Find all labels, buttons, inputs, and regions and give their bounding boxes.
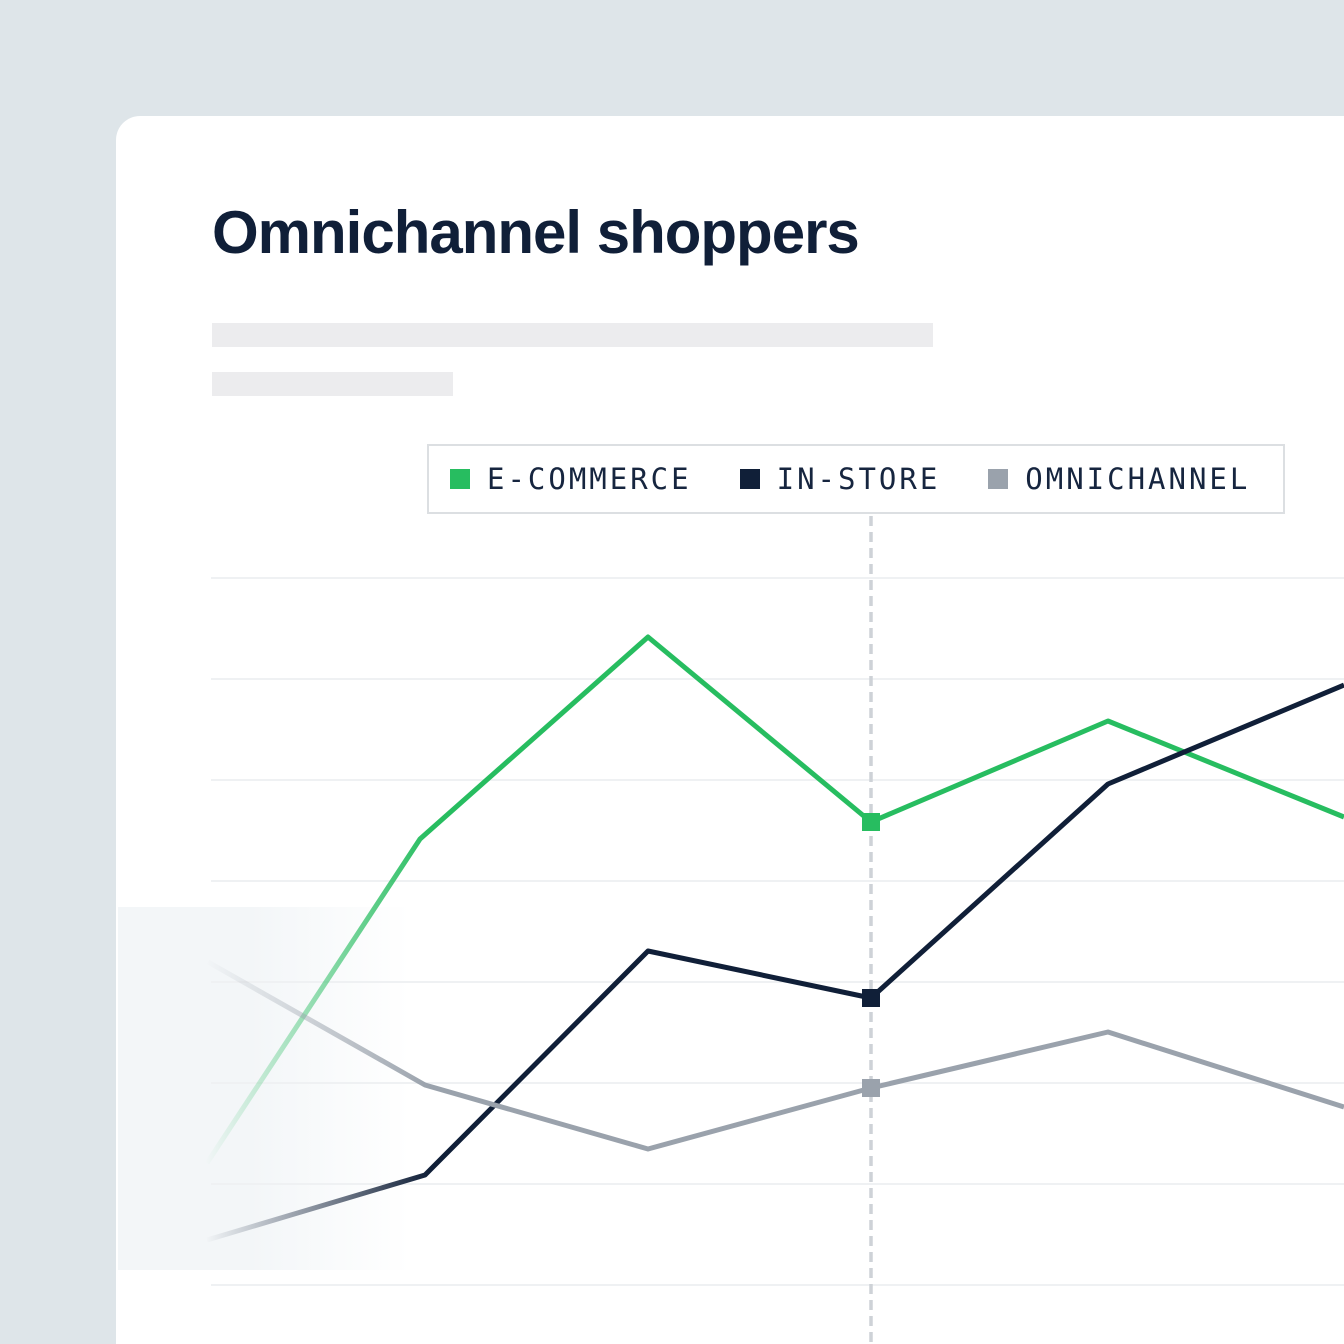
- chart-marker-e-commerce[interactable]: [862, 813, 880, 831]
- skeleton-line-2: [212, 372, 453, 396]
- chart-series-line-in-store: [206, 682, 1344, 1243]
- chart-marker-in-store[interactable]: [862, 989, 880, 1007]
- omnichannel-swatch-icon: [988, 469, 1009, 489]
- chart-series-line-e-commerce: [204, 634, 1344, 1165]
- legend-label-omnichannel: OMNICHANNEL: [1025, 462, 1251, 496]
- chart-series-line-omnichannel: [206, 959, 1344, 1152]
- legend-label-instore: IN-STORE: [776, 462, 941, 496]
- legend-item-omnichannel[interactable]: OMNICHANNEL: [988, 462, 1250, 496]
- instore-swatch-icon: [739, 469, 760, 489]
- legend-item-ecommerce[interactable]: E-COMMERCE: [450, 462, 692, 496]
- page-title: Omnichannel shoppers: [212, 199, 860, 266]
- legend-item-instore[interactable]: IN-STORE: [739, 462, 941, 496]
- legend-label-ecommerce: E-COMMERCE: [487, 462, 692, 496]
- skeleton-line-1: [212, 323, 933, 347]
- chart-legend: E-COMMERCE IN-STORE OMNICHANNEL: [427, 444, 1285, 514]
- ecommerce-swatch-icon: [450, 469, 470, 489]
- chart-marker-omnichannel[interactable]: [862, 1079, 880, 1097]
- chart-highlight-band: [118, 907, 410, 1270]
